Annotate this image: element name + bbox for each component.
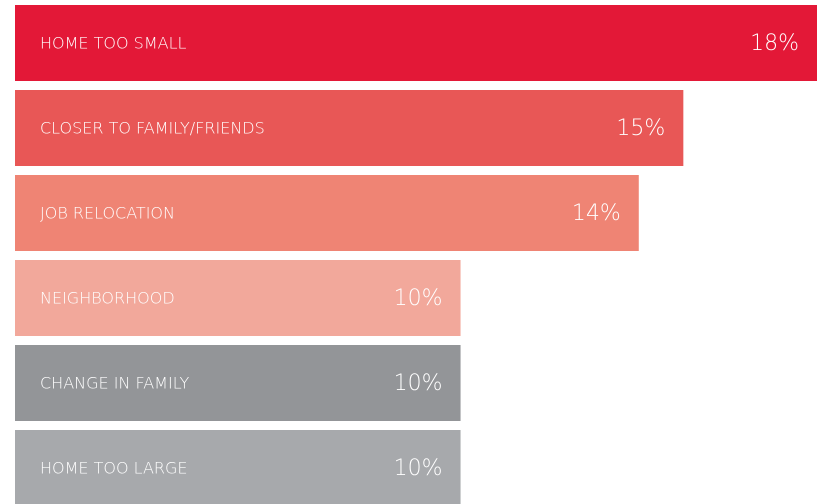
value-label: 10% xyxy=(394,371,443,396)
bar xyxy=(15,345,461,421)
category-label: HOME TOO LARGE xyxy=(40,459,188,478)
category-label: CHANGE IN FAMILY xyxy=(40,374,189,393)
category-label: JOB RELOCATION xyxy=(40,204,175,223)
category-label: HOME TOO SMALL xyxy=(40,34,186,53)
value-label: 14% xyxy=(572,201,621,226)
bar xyxy=(15,5,817,81)
value-label: 15% xyxy=(616,116,665,141)
value-label: 18% xyxy=(750,31,799,56)
value-label: 10% xyxy=(394,456,443,481)
bar xyxy=(15,175,639,251)
value-label: 10% xyxy=(394,286,443,311)
bar xyxy=(15,90,684,166)
category-label: NEIGHBORHOOD xyxy=(40,289,175,308)
bar xyxy=(15,430,461,504)
bar xyxy=(15,260,461,336)
category-label: CLOSER TO FAMILY/FRIENDS xyxy=(40,119,265,138)
